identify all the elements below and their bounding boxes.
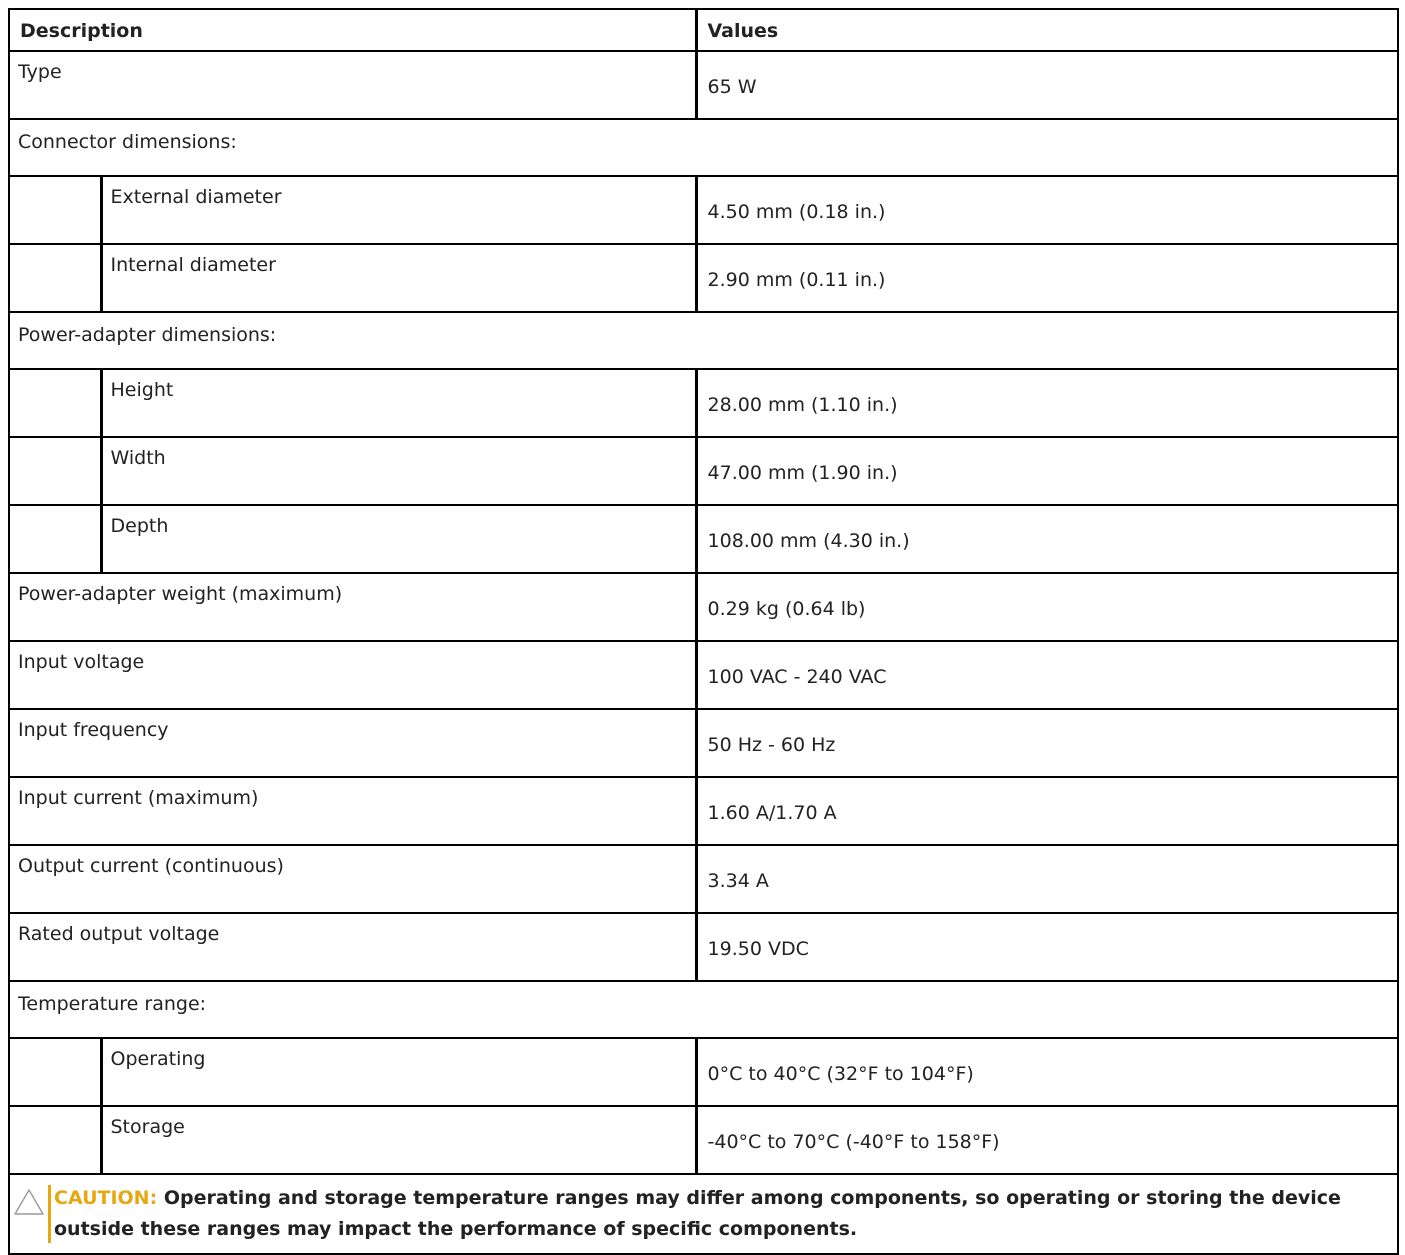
row-label: Internal diameter [99,243,698,313]
section-label: Temperature range: [7,980,1400,1039]
indent-cell [8,1037,103,1107]
indent-cell [8,243,103,313]
row-value: 47.00 mm (1.90 in.) [694,436,1400,506]
section-row-power-adapter: Power-adapter dimensions: [7,311,1400,370]
row-value: 28.00 mm (1.10 in.) [694,368,1400,438]
indent-cell [8,436,103,506]
table-row-internal-diameter: Internal diameter 2.90 mm (0.11 in.) [8,243,1400,313]
table-row-output-voltage: Rated output voltage 19.50 VDC [7,912,1400,982]
row-label: Output current (continuous) [7,844,698,914]
table-row-weight: Power-adapter weight (maximum) 0.29 kg (… [7,572,1400,642]
row-value: 0°C to 40°C (32°F to 104°F) [694,1037,1400,1107]
caution-accent-bar [48,1185,51,1243]
indent-cell [8,175,103,245]
row-value: 19.50 VDC [694,912,1400,982]
indent-cell [8,504,103,574]
caution-row: CAUTION: Operating and storage temperatu… [7,1173,1400,1255]
row-value: -40°C to 70°C (-40°F to 158°F) [694,1105,1400,1175]
row-label: External diameter [99,175,698,245]
section-row-temperature: Temperature range: [7,980,1400,1039]
row-label: Rated output voltage [7,912,698,982]
row-value: 50 Hz - 60 Hz [694,708,1400,778]
row-label: Depth [99,504,698,574]
table-row-depth: Depth 108.00 mm (4.30 in.) [8,504,1400,574]
table-row-input-frequency: Input frequency 50 Hz - 60 Hz [7,708,1400,778]
table-row-operating: Operating 0°C to 40°C (32°F to 104°F) [8,1037,1400,1107]
caution-note: CAUTION: Operating and storage temperatu… [7,1173,1400,1255]
row-label: Power-adapter weight (maximum) [7,572,698,642]
section-label: Power-adapter dimensions: [7,311,1400,370]
row-value: 65 W [694,50,1400,120]
row-label: Input frequency [7,708,698,778]
row-value: 2.90 mm (0.11 in.) [694,243,1400,313]
row-label: Width [99,436,698,506]
header-values: Values [694,8,1400,52]
table-header-row: Description Values [7,8,1400,52]
row-value: 3.34 A [694,844,1400,914]
row-label: Input voltage [7,640,698,710]
indent-cell [8,368,103,438]
table-row-width: Width 47.00 mm (1.90 in.) [8,436,1400,506]
table-row-type: Type 65 W [7,50,1400,120]
row-label: Storage [99,1105,698,1175]
row-value: 1.60 A/1.70 A [694,776,1400,846]
row-value: 0.29 kg (0.64 lb) [694,572,1400,642]
row-value: 108.00 mm (4.30 in.) [694,504,1400,574]
warning-triangle-icon [14,1189,44,1215]
row-label: Type [7,50,698,120]
table-row-storage: Storage -40°C to 70°C (-40°F to 158°F) [8,1105,1400,1175]
row-value: 100 VAC - 240 VAC [694,640,1400,710]
caution-body: Operating and storage temperature ranges… [54,1187,1341,1240]
table-row-input-voltage: Input voltage 100 VAC - 240 VAC [7,640,1400,710]
table-row-output-current: Output current (continuous) 3.34 A [7,844,1400,914]
table-row-height: Height 28.00 mm (1.10 in.) [8,368,1400,438]
row-value: 4.50 mm (0.18 in.) [694,175,1400,245]
row-label: Height [99,368,698,438]
caution-message: CAUTION: Operating and storage temperatu… [54,1183,1387,1245]
section-label: Connector dimensions: [7,118,1400,177]
table-row-input-current: Input current (maximum) 1.60 A/1.70 A [7,776,1400,846]
caution-label: CAUTION: [54,1187,158,1209]
table-row-external-diameter: External diameter 4.50 mm (0.18 in.) [8,175,1400,245]
power-adapter-spec-table: Description Values Type 65 W Connector d… [7,8,1400,1255]
row-label: Input current (maximum) [7,776,698,846]
section-row-connector: Connector dimensions: [7,118,1400,177]
indent-cell [8,1105,103,1175]
row-label: Operating [99,1037,698,1107]
header-description: Description [7,8,698,52]
